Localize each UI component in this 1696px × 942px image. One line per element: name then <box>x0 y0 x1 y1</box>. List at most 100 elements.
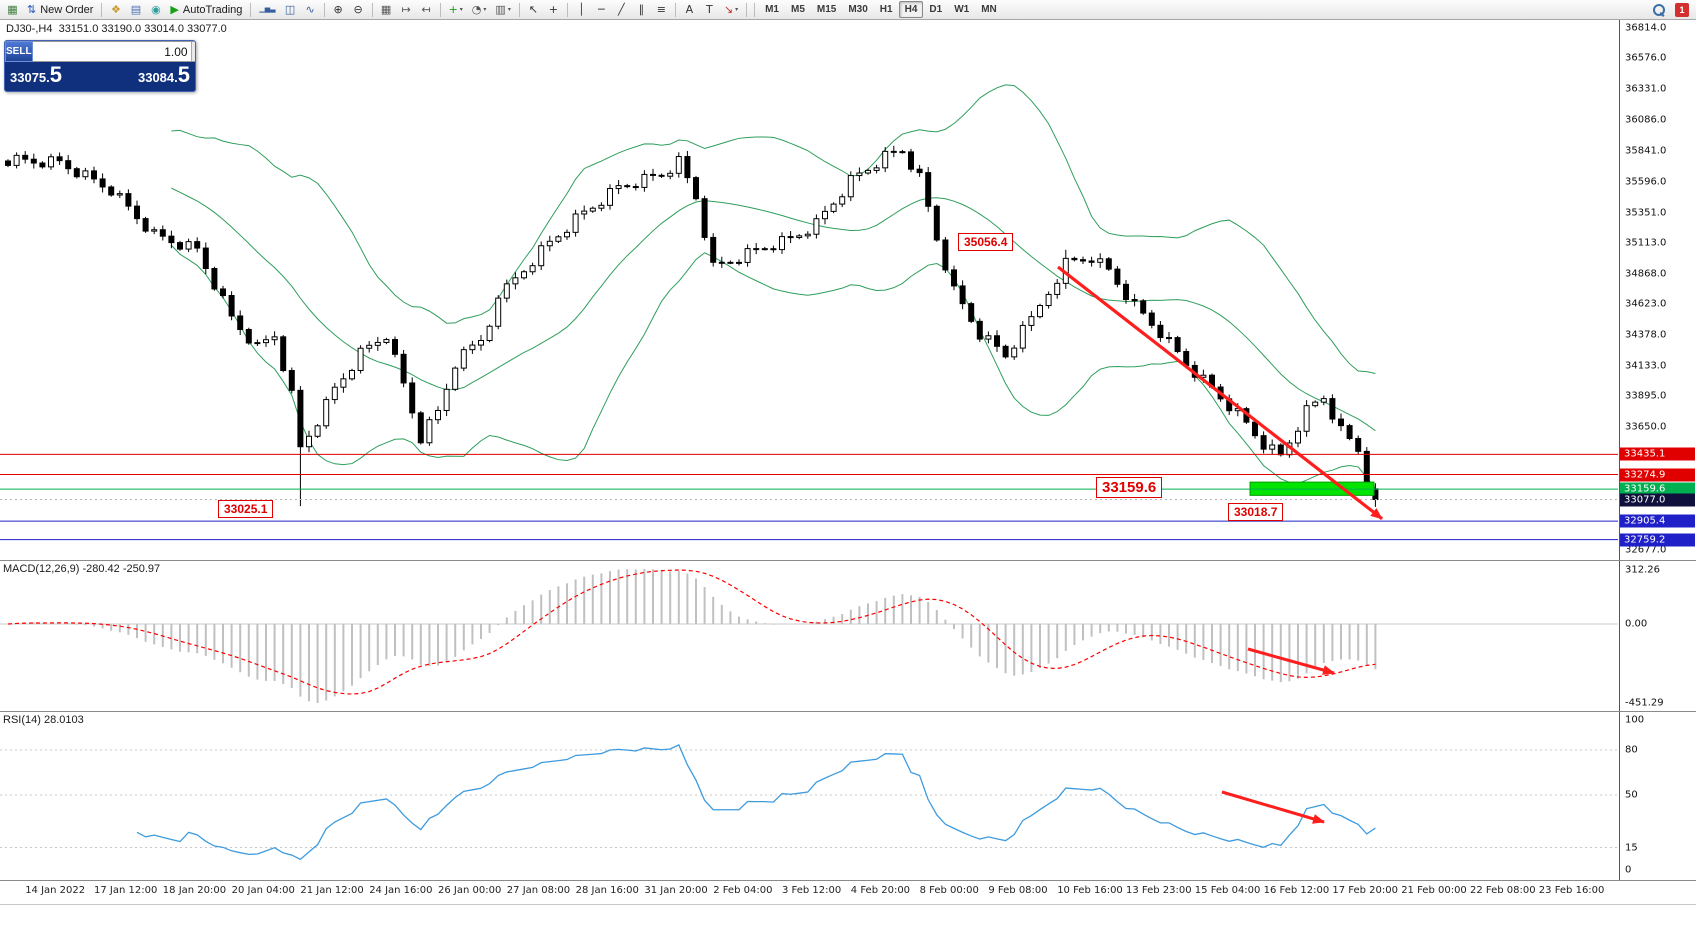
time-label: 17 Jan 12:00 <box>94 885 158 896</box>
timeframe-m15[interactable]: M15 <box>816 4 837 15</box>
macd-canvas[interactable] <box>0 561 1618 711</box>
price-tick: 36331.0 <box>1625 83 1667 95</box>
price-tick: 36814.0 <box>1625 22 1667 34</box>
separator-1 <box>101 2 103 17</box>
timeframe-m5[interactable]: M5 <box>790 4 805 15</box>
time-label: 26 Jan 00:00 <box>438 885 502 896</box>
sell-price[interactable]: 33075.5 <box>10 62 63 87</box>
macd-tick: 312.26 <box>1625 564 1660 576</box>
horizontal-line-icon[interactable]: ─ <box>598 3 605 16</box>
trend-arrow-rsi[interactable] <box>1221 790 1325 824</box>
fibonacci-icon[interactable]: ≡ <box>656 3 666 16</box>
new-order-button[interactable]: ⇅ New Order <box>27 3 94 16</box>
price-tick: 35841.0 <box>1625 145 1667 157</box>
new-chart-icon[interactable]: ▦ <box>7 3 18 16</box>
alerts-icon[interactable]: ◉ <box>151 3 161 16</box>
timeframe-d1[interactable]: D1 <box>929 4 943 15</box>
separator-8 <box>674 2 676 17</box>
price-tick: 34868.0 <box>1625 268 1667 280</box>
line-chart-icon[interactable]: ∿ <box>305 3 315 16</box>
chart-shift-icon[interactable]: ↤ <box>421 3 431 16</box>
rsi-tick: 80 <box>1625 744 1638 756</box>
timeframe-w1[interactable]: W1 <box>954 4 970 15</box>
macd-axis[interactable]: 312.26 0.00 -451.29 <box>1619 561 1696 711</box>
templates-icon[interactable]: ▥ ▾ <box>495 3 511 16</box>
bollinger-lower-band <box>171 244 1376 489</box>
price-tick: 36576.0 <box>1625 52 1667 64</box>
macd-tick: 0.00 <box>1625 618 1648 630</box>
separator-7 <box>566 2 568 17</box>
volume-input[interactable] <box>32 42 191 61</box>
rsi-tick: 15 <box>1625 842 1638 853</box>
timeframe-mn[interactable]: MN <box>981 4 997 15</box>
time-label: 20 Jan 04:00 <box>231 885 295 896</box>
toolbar-items: ▦ ⇅ New Order ❖ ▤ ◉ ▶ AutoTrading ▁▅▃ ◫ ∿ ⊕ ⊖ ▦ ↦ ↤ + ▾ ◔ ▾… <box>3 1 750 18</box>
time-label: 8 Feb 00:00 <box>919 885 979 896</box>
macd-panel: MACD(12,26,9) -280.42 -250.97 312.26 0.00… <box>0 561 1696 712</box>
crosshair-icon[interactable]: + <box>548 3 558 16</box>
label-icon[interactable]: T <box>705 3 713 16</box>
price-callout-33159[interactable]: 33159.6 <box>1096 477 1163 499</box>
time-label: 31 Jan 20:00 <box>644 885 708 896</box>
channel-icon[interactable]: ∥ <box>638 3 645 16</box>
price-callout-33025[interactable]: 33025.1 <box>218 500 274 519</box>
trendline-icon[interactable]: ╱ <box>618 3 625 16</box>
one-click-prices: 33075.5 33084.5 <box>5 62 195 91</box>
arrows-tool-icon[interactable]: ↘ ▾ <box>723 3 739 16</box>
main-chart-canvas[interactable] <box>0 20 1618 560</box>
rsi-panel: RSI(14) 28.0103 100 80 50 15 0 <box>0 712 1696 881</box>
zoom-out-icon[interactable]: ⊖ <box>353 3 363 16</box>
time-label: 22 Feb 08:00 <box>1470 885 1536 896</box>
indicators-icon[interactable]: + ▾ <box>448 3 463 16</box>
bollinger-upper-band <box>171 84 1376 374</box>
time-axis[interactable]: 14 Jan 2022 17 Jan 12:00 18 Jan 20:00 20 Ja… <box>0 881 1696 905</box>
trend-arrow-macd[interactable] <box>1247 647 1335 675</box>
rsi-axis[interactable]: 100 80 50 15 0 <box>1619 712 1696 880</box>
text-icon[interactable]: A <box>685 3 694 16</box>
notification-badge[interactable]: 1 <box>1675 2 1689 17</box>
timeframe-m30[interactable]: M30 <box>848 4 868 15</box>
cursor-icon[interactable]: ↖ <box>528 3 538 16</box>
time-label: 24 Jan 16:00 <box>369 885 433 896</box>
search-icon[interactable] <box>1652 3 1666 17</box>
volume-decrease-button[interactable]: ▼ <box>191 51 195 61</box>
buy-price[interactable]: 33084.5 <box>137 62 190 87</box>
sell-button[interactable]: SELL <box>5 41 33 62</box>
time-label: 15 Feb 04:00 <box>1194 885 1261 896</box>
bar-chart-icon[interactable]: ▁▅▃ <box>259 5 276 13</box>
rsi-canvas[interactable] <box>0 712 1618 880</box>
bollinger-middle-band <box>171 187 1376 432</box>
price-tick: 36086.0 <box>1625 114 1667 126</box>
periods-icon[interactable]: ◔ ▾ <box>471 3 487 16</box>
rsi-tick: 100 <box>1625 714 1645 726</box>
price-callout-35056[interactable]: 35056.4 <box>958 232 1014 251</box>
volume-increase-button[interactable]: ▲ <box>191 42 195 52</box>
trend-arrow-main[interactable] <box>1057 265 1383 520</box>
price-callout-33018[interactable]: 33018.7 <box>1228 503 1284 522</box>
timeframe-m1[interactable]: M1 <box>765 4 779 15</box>
price-tick: 34623.0 <box>1625 298 1667 310</box>
support-line-32905-label: 32905.4 <box>1620 514 1695 528</box>
tile-windows-icon[interactable]: ▦ <box>380 3 392 16</box>
resistance-line-33435-label: 33435.1 <box>1620 447 1695 461</box>
price-tick: 32677.0 <box>1625 544 1667 556</box>
vertical-line-icon[interactable]: │ <box>578 3 585 16</box>
separator-6 <box>518 2 520 17</box>
price-tick: 34378.0 <box>1625 329 1667 341</box>
autotrading-button[interactable]: ▶ AutoTrading <box>170 3 243 16</box>
time-label: 27 Jan 08:00 <box>506 885 571 896</box>
profiles-icon[interactable]: ❖ <box>110 3 121 16</box>
timeframe-h1[interactable]: H1 <box>879 4 893 15</box>
timeframe-h4[interactable]: H4 <box>898 1 924 18</box>
time-label: 9 Feb 08:00 <box>988 885 1048 896</box>
zoom-in-icon[interactable]: ⊕ <box>333 3 343 16</box>
time-label: 18 Jan 20:00 <box>162 885 227 896</box>
candlestick-chart-icon[interactable]: ◫ <box>284 3 296 16</box>
macd-label: MACD(12,26,9) -280.42 -250.97 <box>3 563 161 575</box>
auto-scroll-icon[interactable]: ↦ <box>401 3 411 16</box>
price-tick: 34133.0 <box>1625 360 1667 372</box>
time-label: 17 Feb 20:00 <box>1332 885 1398 896</box>
separator-5 <box>439 2 441 17</box>
price-axis[interactable]: 36814.0 36576.0 36331.0 36086.0 35841.0 35596… <box>1619 20 1696 560</box>
charts-window-icon[interactable]: ▤ <box>130 3 142 16</box>
